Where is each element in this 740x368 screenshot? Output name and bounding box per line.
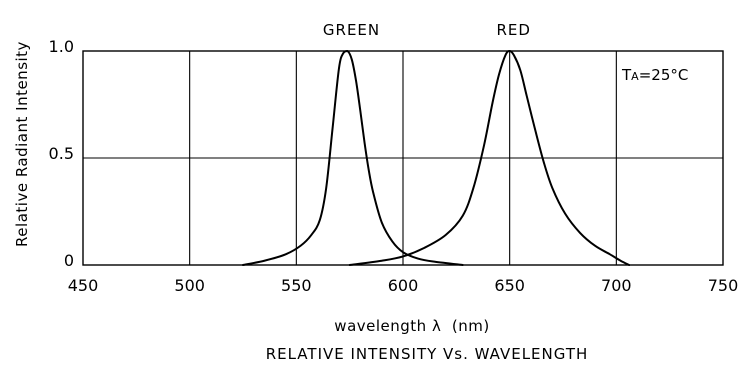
- annotation-symbol: T: [621, 66, 632, 84]
- x-tick-label: 500: [174, 276, 205, 295]
- y-axis-title: Relative Radiant Intensity: [13, 41, 31, 247]
- x-tick-label: 450: [68, 276, 99, 295]
- y-tick-label: 0: [64, 251, 74, 270]
- series-line-red: [348, 50, 631, 266]
- temperature-annotation: TA=25°C: [621, 66, 688, 84]
- series-curves: [242, 50, 631, 266]
- x-axis-title: wavelength λ (nm): [334, 317, 489, 335]
- tick-labels: 450 500 550 600 650 700 750 0 0.5 1.0: [49, 37, 739, 295]
- plot-area-frame: [82, 50, 724, 266]
- chart-title: RELATIVE INTENSITY Vs. WAVELENGTH: [266, 345, 589, 363]
- series-labels: GREEN RED: [323, 21, 530, 39]
- grid-lines: [83, 51, 723, 265]
- series-label-green: GREEN: [323, 21, 380, 39]
- x-tick-label: 550: [281, 276, 312, 295]
- x-tick-label: 700: [601, 276, 632, 295]
- x-tick-label: 600: [388, 276, 419, 295]
- annotation-value: =25°C: [639, 66, 689, 84]
- series-label-red: RED: [496, 21, 530, 39]
- y-tick-label: 0.5: [49, 144, 74, 163]
- x-tick-label: 750: [708, 276, 739, 295]
- annotation-subscript: A: [631, 70, 639, 83]
- series-line-green: [242, 50, 464, 266]
- y-tick-label: 1.0: [49, 37, 74, 56]
- x-tick-label: 650: [494, 276, 525, 295]
